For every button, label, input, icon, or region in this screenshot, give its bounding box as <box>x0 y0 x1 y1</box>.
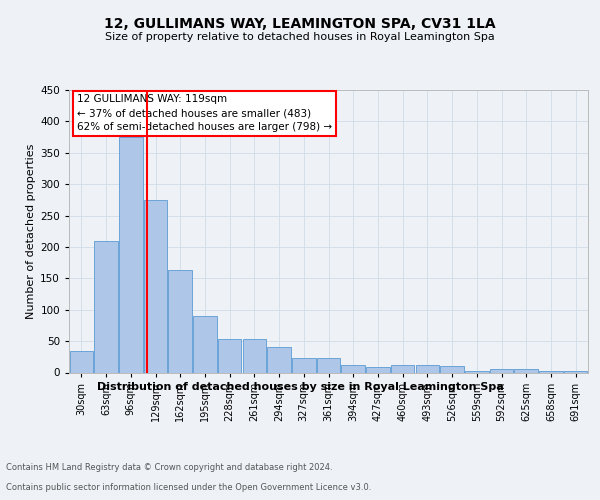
Bar <box>119 137 143 372</box>
Bar <box>416 365 439 372</box>
Bar <box>391 365 415 372</box>
Text: Contains HM Land Registry data © Crown copyright and database right 2024.: Contains HM Land Registry data © Crown c… <box>6 464 332 472</box>
Bar <box>70 350 93 372</box>
Bar <box>564 370 587 372</box>
Bar <box>218 339 241 372</box>
Text: Distribution of detached houses by size in Royal Leamington Spa: Distribution of detached houses by size … <box>97 382 503 392</box>
Bar <box>465 370 488 372</box>
Bar <box>317 358 340 372</box>
Bar <box>539 371 563 372</box>
Y-axis label: Number of detached properties: Number of detached properties <box>26 144 36 319</box>
Bar <box>490 370 513 372</box>
Bar <box>242 339 266 372</box>
Text: Size of property relative to detached houses in Royal Leamington Spa: Size of property relative to detached ho… <box>105 32 495 42</box>
Text: 12, GULLIMANS WAY, LEAMINGTON SPA, CV31 1LA: 12, GULLIMANS WAY, LEAMINGTON SPA, CV31 … <box>104 18 496 32</box>
Bar <box>193 316 217 372</box>
Bar <box>169 270 192 372</box>
Bar <box>440 366 464 372</box>
Bar <box>366 368 389 372</box>
Text: 12 GULLIMANS WAY: 119sqm
← 37% of detached houses are smaller (483)
62% of semi-: 12 GULLIMANS WAY: 119sqm ← 37% of detach… <box>77 94 332 132</box>
Bar <box>341 365 365 372</box>
Bar <box>514 370 538 372</box>
Bar <box>144 200 167 372</box>
Bar <box>94 240 118 372</box>
Bar <box>292 358 316 372</box>
Bar <box>268 348 291 372</box>
Text: Contains public sector information licensed under the Open Government Licence v3: Contains public sector information licen… <box>6 484 371 492</box>
